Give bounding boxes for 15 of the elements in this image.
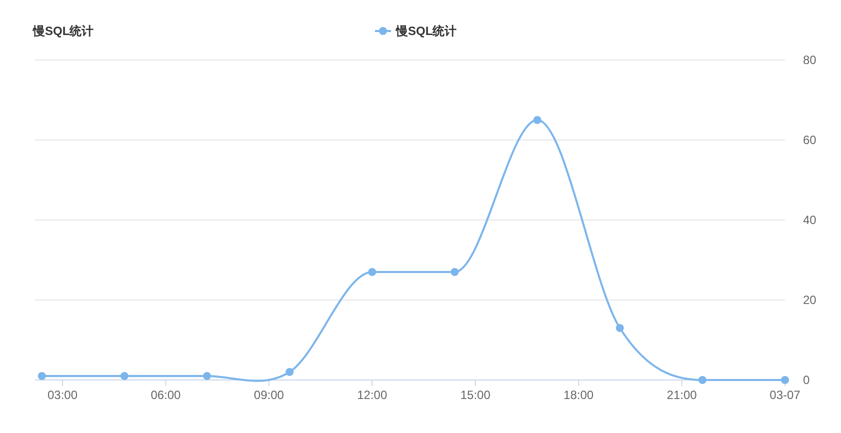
xtick: 21:00 <box>666 388 697 402</box>
ytick: 20 <box>803 293 816 307</box>
xtick: 15:00 <box>460 388 490 402</box>
legend: 慢SQL统计 <box>396 24 457 38</box>
title: 慢SQL统计 <box>33 24 94 38</box>
ytick: 0 <box>803 373 810 387</box>
ytick: 40 <box>803 213 816 227</box>
ytick: 60 <box>803 133 816 147</box>
ytick: 80 <box>803 53 816 67</box>
xtick: 03-07 <box>770 388 800 402</box>
xtick: 03:00 <box>48 388 78 402</box>
xtick: 06:00 <box>150 388 181 402</box>
xtick: 09:00 <box>254 388 284 402</box>
xtick: 12:00 <box>357 388 388 402</box>
xtick: 18:00 <box>564 388 594 402</box>
